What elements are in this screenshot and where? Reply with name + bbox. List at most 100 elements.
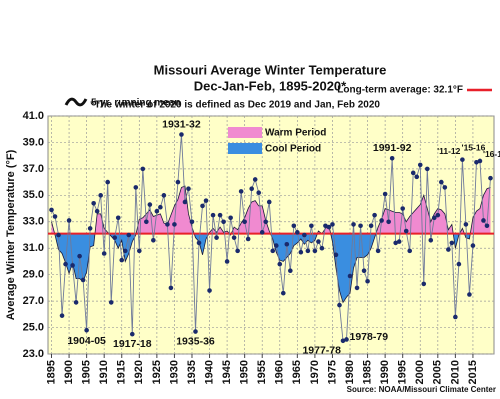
x-tick-label: 2005: [432, 360, 444, 384]
chart-subtitle: Dec-Jan-Feb, 1895-2020*: [194, 78, 347, 93]
data-point: [203, 198, 209, 203]
data-point: [200, 203, 205, 209]
data-point: [340, 338, 346, 344]
data-point: [302, 232, 307, 238]
data-point: [70, 263, 75, 268]
data-point: [351, 222, 356, 227]
data-point: [288, 268, 293, 274]
x-tick-label: 1945: [221, 360, 233, 384]
annotation: 1917-18: [113, 338, 152, 350]
x-tick-label: 1935: [186, 360, 198, 384]
x-tick-label: 1930: [168, 360, 180, 384]
data-point: [263, 219, 269, 225]
data-point: [323, 223, 328, 229]
running-mean-line: [51, 185, 491, 304]
data-point: [477, 158, 483, 164]
data-point: [238, 189, 244, 194]
x-tick-label: 1985: [361, 360, 373, 384]
data-point: [309, 223, 314, 229]
data-point: [179, 132, 184, 137]
data-point: [347, 273, 353, 279]
data-point: [259, 230, 265, 235]
data-point: [358, 223, 363, 229]
data-point: [305, 248, 311, 254]
data-point: [266, 199, 272, 205]
y-tick-label: 35.0: [23, 189, 44, 201]
data-point: [214, 235, 219, 240]
data-point: [161, 193, 167, 198]
data-point: [421, 281, 427, 287]
data-point: [87, 226, 93, 231]
x-tick-label: 1925: [151, 360, 163, 384]
data-point: [407, 248, 413, 254]
annotation: '11-12: [437, 146, 461, 156]
x-tick-label: 1955: [256, 360, 268, 384]
x-tick-label: 2010: [449, 360, 461, 384]
data-point: [133, 185, 139, 190]
x-tick-label: 1960: [274, 360, 286, 384]
data-point: [280, 290, 286, 296]
y-tick-label: 41.0: [23, 110, 44, 122]
data-point: [147, 202, 153, 207]
data-point: [108, 300, 114, 305]
data-point: [101, 251, 107, 256]
x-tick-label: 1905: [81, 360, 93, 384]
data-point: [112, 235, 118, 240]
annotation: '15-16: [462, 143, 486, 153]
data-point: [189, 219, 195, 225]
data-point: [144, 219, 149, 225]
data-point: [158, 204, 163, 210]
data-point: [98, 193, 103, 198]
x-tick-label: 1950: [239, 360, 251, 384]
data-point: [119, 257, 125, 263]
data-point: [372, 212, 377, 218]
data-point: [105, 179, 111, 185]
x-tick-label: 1995: [397, 360, 409, 384]
data-point: [73, 300, 79, 305]
data-point: [231, 235, 237, 240]
y-tick-label: 39.0: [23, 136, 44, 148]
legend-mean: 5-yr. running mean: [91, 98, 180, 109]
data-point: [196, 240, 202, 246]
data-point: [165, 222, 170, 227]
data-point: [245, 236, 251, 242]
data-point: [210, 212, 216, 218]
data-point: [375, 248, 381, 254]
data-point: [126, 232, 132, 238]
data-point: [463, 222, 469, 227]
x-tick-label: 1980: [344, 360, 356, 384]
x-tick-label: 2015: [467, 360, 479, 384]
y-tick-label: 25.0: [23, 321, 44, 333]
data-point: [273, 243, 279, 248]
data-point: [270, 248, 276, 254]
data-point: [242, 219, 247, 225]
data-point: [424, 166, 430, 172]
data-point: [417, 162, 423, 168]
data-point: [256, 190, 262, 195]
data-point: [84, 327, 89, 333]
legend-cool: Cool Period: [265, 144, 321, 155]
x-tick-label: 1920: [133, 360, 145, 384]
data-point: [410, 170, 416, 176]
data-point: [453, 314, 458, 320]
data-point: [168, 285, 174, 291]
data-point: [221, 219, 226, 225]
data-point: [94, 208, 100, 214]
x-tick-label: 1970: [309, 360, 321, 384]
annotation: 1991-92: [373, 142, 412, 154]
data-point: [474, 159, 479, 165]
data-point: [291, 223, 297, 229]
data-point: [337, 302, 342, 308]
data-point: [449, 240, 455, 246]
data-point: [66, 218, 72, 223]
data-point: [252, 177, 258, 182]
legend-mean-swatch: [64, 97, 88, 107]
data-point: [330, 222, 335, 227]
data-point: [414, 174, 420, 180]
data-point: [52, 214, 58, 219]
data-point: [56, 232, 61, 238]
data-point: [77, 253, 82, 259]
x-tick-label: 1940: [203, 360, 215, 384]
x-tick-label: 1910: [98, 360, 110, 384]
x-tick-label: 2000: [414, 360, 426, 384]
